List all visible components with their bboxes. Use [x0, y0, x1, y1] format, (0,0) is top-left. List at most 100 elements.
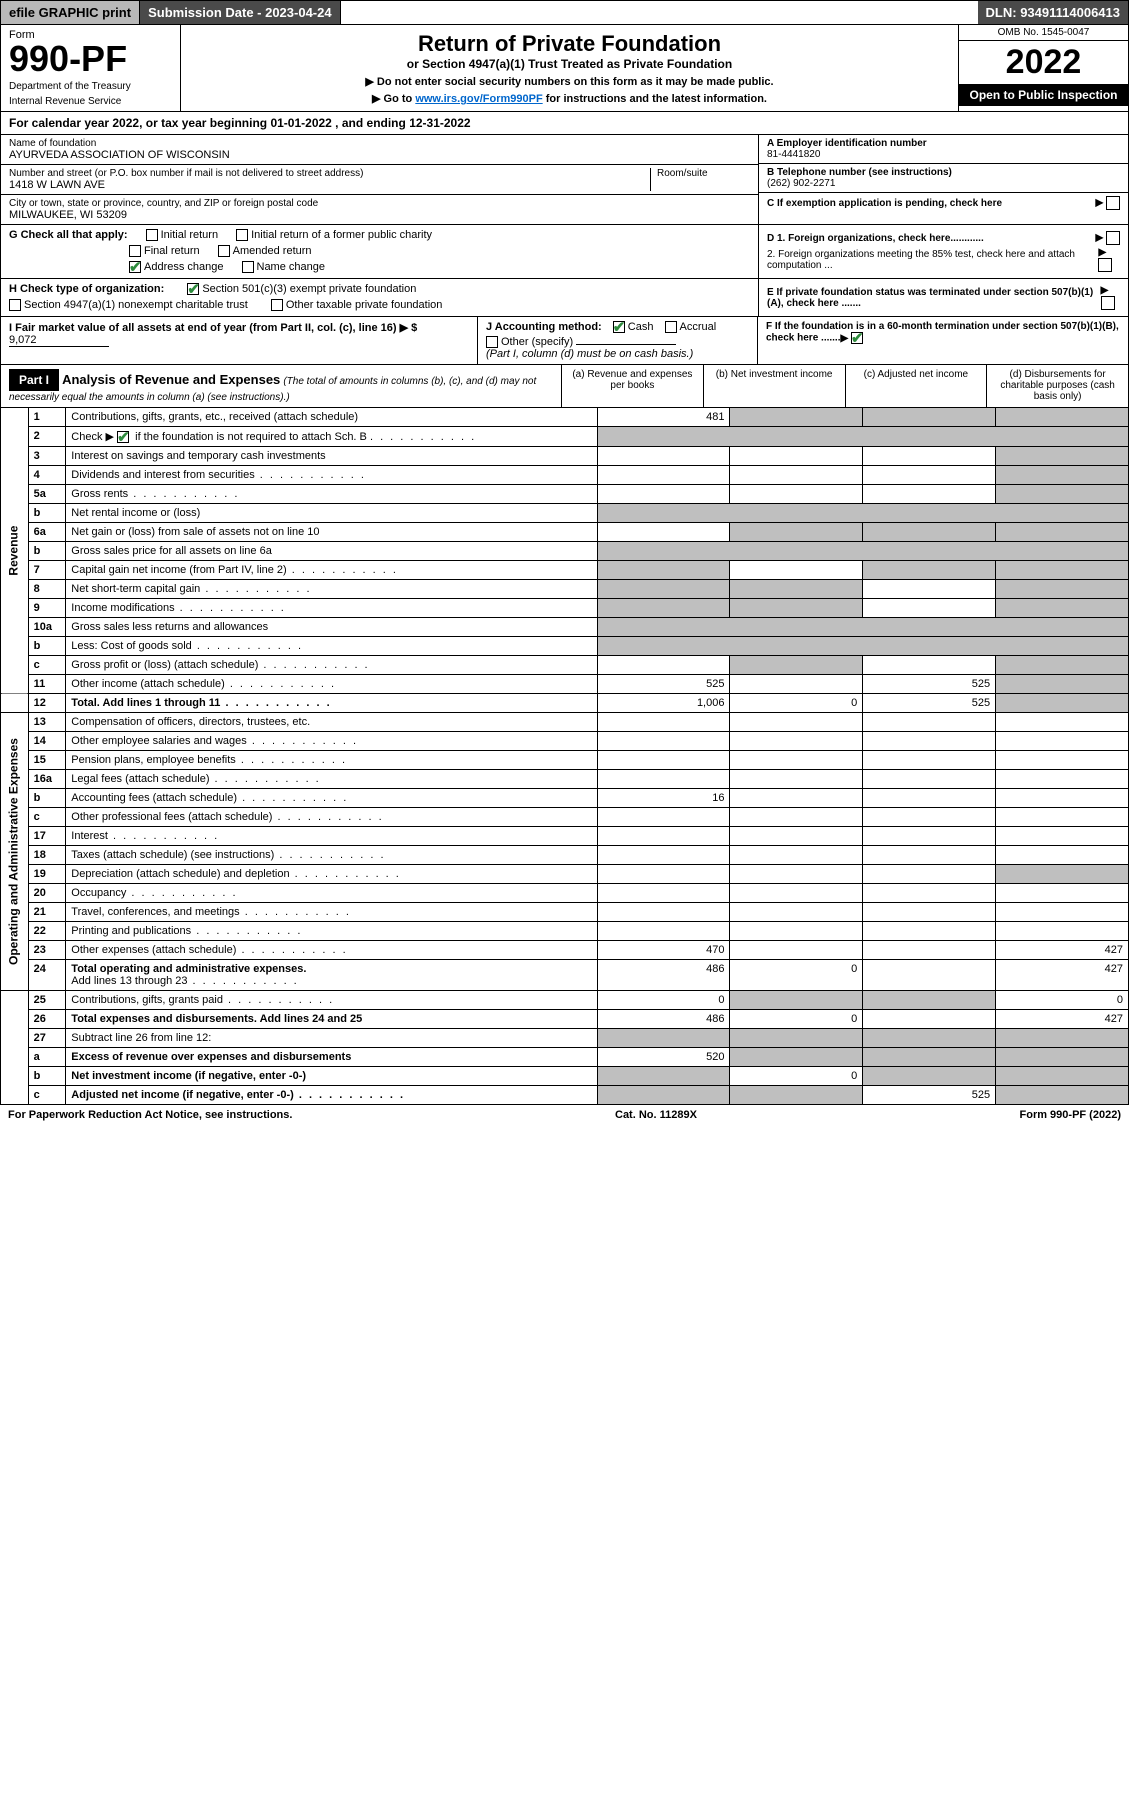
line-desc: Other expenses (attach schedule) — [66, 941, 597, 960]
table-row: 6aNet gain or (loss) from sale of assets… — [1, 523, 1129, 542]
col-a-header: (a) Revenue and expenses per books — [561, 365, 703, 407]
f-checkbox[interactable] — [851, 332, 863, 344]
cell-c — [863, 865, 996, 884]
h-section: H Check type of organization: Section 50… — [1, 279, 758, 316]
cell-c — [863, 751, 996, 770]
other-method-checkbox[interactable] — [486, 336, 498, 348]
cell-d — [996, 561, 1129, 580]
cell-c — [863, 770, 996, 789]
line-desc: Taxes (attach schedule) (see instruction… — [66, 846, 597, 865]
table-row: 10aGross sales less returns and allowanc… — [1, 618, 1129, 637]
cell-a: 481 — [597, 408, 730, 427]
topbar-spacer — [341, 1, 978, 24]
line-no: 5a — [28, 485, 66, 504]
calendar-year-row: For calendar year 2022, or tax year begi… — [0, 112, 1129, 135]
e-checkbox[interactable] — [1101, 296, 1115, 310]
table-row: aExcess of revenue over expenses and dis… — [1, 1048, 1129, 1067]
final-return-checkbox[interactable] — [129, 245, 141, 257]
cell-a — [597, 523, 730, 542]
table-row: 20Occupancy — [1, 884, 1129, 903]
line-no: 23 — [28, 941, 66, 960]
line-no: 8 — [28, 580, 66, 599]
4947-checkbox[interactable] — [9, 299, 21, 311]
j-section: J Accounting method: Cash Accrual Other … — [478, 317, 758, 364]
calyear-begin: 01-01-2022 — [270, 116, 331, 130]
instr-link[interactable]: www.irs.gov/Form990PF — [415, 93, 542, 105]
instr-1: ▶ Do not enter social security numbers o… — [191, 75, 948, 88]
line-desc: Net rental income or (loss) — [66, 504, 597, 523]
line-desc: Gross sales less returns and allowances — [66, 618, 597, 637]
line-no: 14 — [28, 732, 66, 751]
line-no: 1 — [28, 408, 66, 427]
cell-c — [863, 789, 996, 808]
table-row: bLess: Cost of goods sold — [1, 637, 1129, 656]
cell-b — [730, 922, 863, 941]
line-desc: Depreciation (attach schedule) and deple… — [66, 865, 597, 884]
line-desc: Total expenses and disbursements. Add li… — [66, 1010, 597, 1029]
form-title: Return of Private Foundation — [191, 31, 948, 57]
ein-label: A Employer identification number — [767, 138, 1120, 149]
part1-header-row: Part I Analysis of Revenue and Expenses … — [0, 365, 1129, 408]
cell-c — [863, 561, 996, 580]
cell-c — [863, 485, 996, 504]
dln-label: DLN: 93491114006413 — [978, 1, 1128, 24]
line-no: c — [28, 1086, 66, 1105]
h-e-row: H Check type of organization: Section 50… — [0, 279, 1129, 317]
initial-return-checkbox[interactable] — [146, 229, 158, 241]
cell-d — [996, 408, 1129, 427]
cell-a — [597, 713, 730, 732]
cell-b — [730, 713, 863, 732]
line-no: 24 — [28, 960, 66, 991]
line-no: 15 — [28, 751, 66, 770]
cell-b — [730, 865, 863, 884]
line-no: 16a — [28, 770, 66, 789]
cell-a — [597, 846, 730, 865]
cell-b — [730, 770, 863, 789]
d1-checkbox[interactable] — [1106, 231, 1120, 245]
d2-checkbox[interactable] — [1098, 258, 1112, 272]
cell-d — [996, 675, 1129, 694]
cell-b: 0 — [730, 1067, 863, 1086]
h-label: H Check type of organization: — [9, 283, 164, 295]
table-row: 12Total. Add lines 1 through 111,0060525 — [1, 694, 1129, 713]
efile-label[interactable]: efile GRAPHIC print — [1, 1, 140, 24]
cell-b — [730, 808, 863, 827]
line-desc: Other professional fees (attach schedule… — [66, 808, 597, 827]
cell-c: 525 — [863, 694, 996, 713]
cell-c — [863, 1010, 996, 1029]
accrual-checkbox[interactable] — [665, 321, 677, 333]
phone-label: B Telephone number (see instructions) — [767, 167, 1120, 178]
footer-mid: Cat. No. 11289X — [615, 1109, 697, 1121]
cell-b — [730, 580, 863, 599]
schB-checkbox[interactable] — [117, 431, 129, 443]
cell-b: 0 — [730, 694, 863, 713]
initial-former-checkbox[interactable] — [236, 229, 248, 241]
amended-return-checkbox[interactable] — [218, 245, 230, 257]
cell-a — [597, 770, 730, 789]
c-checkbox[interactable] — [1106, 196, 1120, 210]
g-d-row: G Check all that apply: Initial return I… — [0, 225, 1129, 279]
cell-a — [597, 1067, 730, 1086]
table-row: 2 Check ▶ if the foundation is not requi… — [1, 427, 1129, 447]
cash-checkbox[interactable] — [613, 321, 625, 333]
cell-b — [730, 485, 863, 504]
part1-label-cell: Part I Analysis of Revenue and Expenses … — [1, 365, 561, 407]
line-no: 25 — [28, 991, 66, 1010]
address-change-checkbox[interactable] — [129, 261, 141, 273]
other-taxable-checkbox[interactable] — [271, 299, 283, 311]
cell-d — [996, 732, 1129, 751]
line-desc: Other income (attach schedule) — [66, 675, 597, 694]
i-label: I Fair market value of all assets at end… — [9, 322, 417, 334]
line-desc: Accounting fees (attach schedule) — [66, 789, 597, 808]
name-change-checkbox[interactable] — [242, 261, 254, 273]
501c3-checkbox[interactable] — [187, 283, 199, 295]
cell-c: 525 — [863, 1086, 996, 1105]
cell-c — [863, 580, 996, 599]
part1-cols: (a) Revenue and expenses per books (b) N… — [561, 365, 1128, 407]
r24-desc2: Add lines 13 through 23 — [71, 975, 298, 987]
g-initial: Initial return — [161, 229, 218, 241]
calyear-pre: For calendar year 2022, or tax year begi… — [9, 116, 270, 130]
cell-c — [863, 732, 996, 751]
cell-d — [996, 884, 1129, 903]
cell-a — [597, 865, 730, 884]
